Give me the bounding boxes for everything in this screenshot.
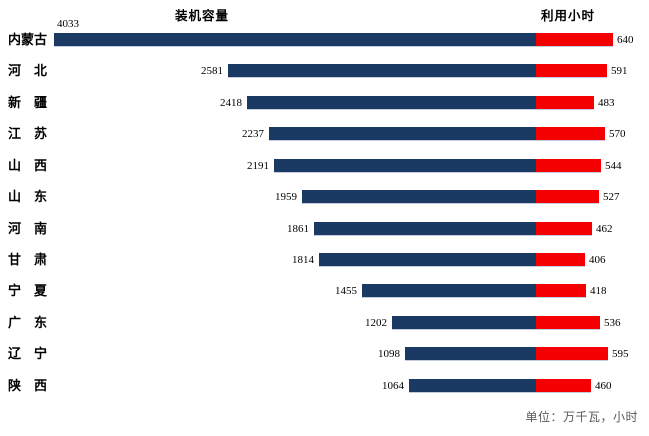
category-label: 河 南 — [8, 221, 48, 236]
category-label: 江 苏 — [8, 126, 48, 141]
capacity-value-label: 2191 — [247, 160, 269, 172]
capacity-bar — [409, 379, 536, 393]
category-label: 新 疆 — [8, 95, 48, 110]
category-label: 辽 宁 — [8, 346, 48, 361]
category-label: 山 东 — [8, 189, 48, 204]
hours-value-label: 640 — [617, 34, 634, 46]
capacity-bar — [392, 316, 536, 330]
hours-bar — [536, 222, 592, 236]
capacity-bar — [274, 159, 536, 173]
category-label: 甘 肃 — [8, 252, 48, 267]
hours-value-label: 462 — [596, 223, 613, 235]
hours-bar — [536, 316, 600, 330]
capacity-value-label: 2581 — [201, 65, 223, 77]
hours-bar — [536, 379, 591, 393]
capacity-value-label: 1202 — [365, 317, 387, 329]
capacity-value-label: 1098 — [378, 348, 400, 360]
capacity-bar — [302, 190, 536, 204]
capacity-value-label: 2418 — [220, 97, 242, 109]
hours-value-label: 460 — [595, 380, 612, 392]
capacity-bar — [269, 127, 536, 141]
capacity-value-label: 1959 — [275, 191, 297, 203]
category-label: 内蒙古 — [8, 32, 48, 47]
capacity-bar — [54, 33, 536, 47]
category-label: 山 西 — [8, 158, 48, 173]
capacity-value-label: 2237 — [242, 128, 264, 140]
category-label: 宁 夏 — [8, 283, 48, 298]
hours-bar — [536, 159, 601, 173]
hours-bar — [536, 284, 586, 298]
capacity-bar — [405, 347, 536, 361]
capacity-value-label: 1455 — [335, 285, 357, 297]
capacity-value-label: 1861 — [287, 223, 309, 235]
hours-value-label: 591 — [611, 65, 628, 77]
hours-value-label: 595 — [612, 348, 629, 360]
capacity-value-label: 4033 — [57, 18, 79, 30]
hours-value-label: 527 — [603, 191, 620, 203]
hours-bar — [536, 33, 613, 47]
hours-bar — [536, 127, 605, 141]
right-series-title: 利用小时 — [540, 9, 595, 23]
capacity-value-label: 1064 — [382, 380, 404, 392]
capacity-bar — [228, 64, 536, 78]
hours-bar — [536, 347, 608, 361]
category-label: 陕 西 — [8, 378, 48, 393]
unit-note: 单位：万千瓦，小时 — [525, 410, 638, 424]
category-label: 广 东 — [8, 315, 48, 330]
capacity-bar — [319, 253, 536, 267]
hours-bar — [536, 253, 585, 267]
capacity-value-label: 1814 — [292, 254, 314, 266]
hours-value-label: 406 — [589, 254, 606, 266]
capacity-bar — [362, 284, 536, 298]
capacity-bar — [247, 96, 536, 110]
hours-bar — [536, 64, 607, 78]
left-series-title: 装机容量 — [174, 9, 229, 23]
hours-value-label: 570 — [609, 128, 626, 140]
hours-bar — [536, 96, 594, 110]
capacity-bar — [314, 222, 536, 236]
category-label: 河 北 — [8, 63, 48, 78]
hours-value-label: 418 — [590, 285, 607, 297]
hours-value-label: 536 — [604, 317, 621, 329]
hours-value-label: 483 — [598, 97, 615, 109]
hours-value-label: 544 — [605, 160, 622, 172]
hours-bar — [536, 190, 599, 204]
